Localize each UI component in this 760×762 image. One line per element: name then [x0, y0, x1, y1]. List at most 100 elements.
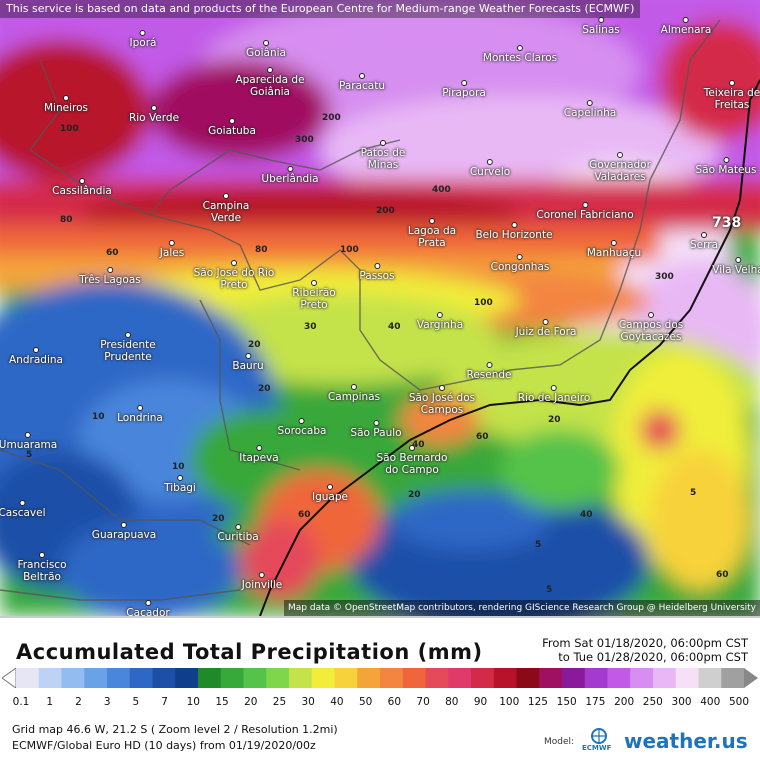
scale-tick-label: 300	[671, 696, 692, 708]
scale-tick-label: 150	[556, 696, 577, 708]
model-info: Grid map 46.6 W, 21.2 S ( Zoom level 2 /…	[12, 722, 338, 754]
city-label: São Mateus	[695, 157, 757, 176]
scale-min-arrow	[2, 668, 17, 688]
city-label: Rio de Janeiro	[518, 385, 590, 404]
contour-label: 40	[388, 322, 401, 332]
precipitation-map[interactable]: This service is based on data and produc…	[0, 0, 760, 616]
city-label: Goiânia	[246, 40, 286, 59]
contour-label: 5	[26, 450, 33, 460]
city-label: Andradina	[9, 347, 63, 366]
scale-tick-label: 60	[387, 696, 402, 708]
scale-tick-label: 50	[358, 696, 373, 708]
scale-tick-label: 250	[642, 696, 663, 708]
model-run: ECMWF/Global Euro HD (10 days) from 01/1…	[12, 739, 316, 752]
scale-swatch	[129, 668, 153, 688]
time-range-from: From Sat 01/18/2020, 06:00pm CST	[542, 636, 748, 650]
scale-swatch	[38, 668, 62, 688]
scale-tick-label: 0.1	[12, 696, 30, 708]
city-label: Goiatuba	[208, 118, 256, 137]
scale-swatch	[152, 668, 176, 688]
city-label: Tibagi	[164, 475, 196, 494]
city-label: Londrina	[117, 405, 163, 424]
city-label: Congonhas	[491, 254, 549, 273]
contour-label: 10	[92, 412, 105, 422]
scale-tick-label: 5	[132, 696, 140, 708]
contour-label: 100	[474, 298, 493, 308]
contour-label: 60	[716, 570, 729, 580]
contour-label: 5	[546, 585, 553, 595]
scale-swatch	[675, 668, 699, 688]
city-label: Passos	[359, 263, 395, 282]
scale-swatch	[289, 668, 313, 688]
scale-swatch	[402, 668, 426, 688]
contour-label: 30	[304, 322, 317, 332]
contour-label: 20	[248, 340, 261, 350]
contour-label: 100	[60, 124, 79, 134]
city-label: São José do Rio Preto	[189, 260, 279, 291]
scale-swatch	[266, 668, 290, 688]
scale-tick-label: 400	[700, 696, 721, 708]
scale-tick-label: 3	[103, 696, 111, 708]
grid-info: Grid map 46.6 W, 21.2 S ( Zoom level 2 /…	[12, 723, 338, 736]
state-borders	[0, 19, 721, 601]
scale-tick-label: 100	[499, 696, 520, 708]
city-label: Curvelo	[470, 159, 510, 178]
city-label: Bauru	[232, 353, 264, 372]
scale-tick-label: 200	[614, 696, 635, 708]
city-label: Serra	[690, 232, 718, 251]
legend-panel: Accumulated Total Precipitation (mm) Fro…	[0, 616, 760, 762]
scale-swatch	[471, 668, 495, 688]
scale-tick-label: 30	[301, 696, 315, 708]
contour-label: 80	[60, 215, 73, 225]
city-label: Francisco Beltrão	[7, 552, 77, 583]
scale-swatch	[61, 668, 85, 688]
contour-label: 300	[295, 135, 314, 145]
scale-swatch	[516, 668, 540, 688]
scale-swatch	[357, 668, 381, 688]
city-label: Coronel Fabriciano	[536, 202, 634, 221]
city-label: Campinas	[328, 384, 380, 403]
time-range: From Sat 01/18/2020, 06:00pm CST to Tue …	[542, 636, 748, 664]
contour-label: 40	[580, 510, 593, 520]
coastline	[259, 79, 760, 616]
scale-swatch	[243, 668, 267, 688]
city-label: Montes Claros	[483, 45, 557, 64]
scale-swatch	[493, 668, 517, 688]
scale-swatch	[607, 668, 631, 688]
scale-tick-label: 15	[215, 696, 229, 708]
scale-swatch	[311, 668, 335, 688]
city-label: São Paulo	[350, 420, 402, 439]
city-label: Governador Valadares	[575, 152, 665, 183]
city-label: Mineiros	[44, 95, 88, 114]
contour-label: 20	[212, 514, 225, 524]
contour-label: 5	[690, 488, 697, 498]
city-label: Aparecida de Goiânia	[230, 67, 310, 98]
city-label: Itapeva	[239, 445, 279, 464]
contour-label: 5	[535, 540, 542, 550]
city-label: Iporá	[130, 30, 156, 49]
city-label: Salinas	[582, 17, 620, 36]
osm-attribution[interactable]: Map data © OpenStreetMap contributors, r…	[284, 600, 760, 616]
contour-label: 20	[408, 490, 421, 500]
contour-label: 60	[476, 432, 489, 442]
city-label: Umuarama	[0, 432, 57, 451]
city-label: Varginha	[417, 312, 463, 331]
city-label: Campos dos Goytacazes	[601, 312, 701, 343]
city-label: Joinville	[242, 572, 282, 591]
city-label: Campina Verde	[196, 193, 256, 224]
scale-tick-label: 2	[75, 696, 82, 708]
scale-swatch	[698, 668, 722, 688]
scale-tick-label: 125	[527, 696, 548, 708]
legend-title: Accumulated Total Precipitation (mm)	[16, 640, 483, 664]
scale-swatch	[584, 668, 608, 688]
scale-swatch	[721, 668, 745, 688]
city-label: Uberlândia	[261, 166, 319, 185]
weather-us-logo[interactable]: weather.us	[624, 729, 748, 753]
scale-swatch	[198, 668, 222, 688]
contour-label: 40	[412, 440, 425, 450]
city-label: Curitiba	[217, 524, 259, 543]
color-scale	[2, 668, 758, 688]
contour-label: 200	[376, 206, 395, 216]
scale-swatch	[562, 668, 586, 688]
city-label: Almenara	[661, 17, 711, 36]
